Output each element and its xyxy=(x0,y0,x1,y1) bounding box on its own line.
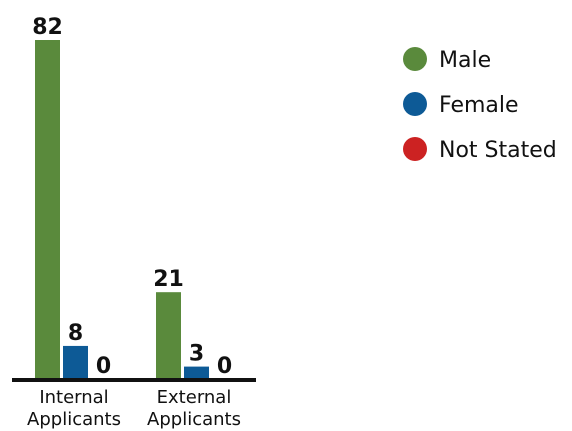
value-label-not-stated-internal-applicants: 0 xyxy=(96,354,111,379)
bar-female-external-applicants xyxy=(184,366,209,379)
value-label-female-external-applicants: 3 xyxy=(189,342,204,367)
tick-label-external-applicants: External Applicants xyxy=(147,387,241,430)
tick-label-line-0: Internal xyxy=(39,387,108,408)
legend-label-female: Female xyxy=(439,93,519,118)
value-label-female-internal-applicants: 8 xyxy=(68,321,83,346)
value-label-male-internal-applicants: 82 xyxy=(32,15,63,40)
legend-marker-not-stated xyxy=(403,137,427,161)
tick-label-line-1: Applicants xyxy=(147,409,241,430)
legend: Male Female Not Stated xyxy=(403,47,557,163)
legend-label-male: Male xyxy=(439,48,491,73)
bars-layer xyxy=(35,40,209,379)
value-label-not-stated-external-applicants: 0 xyxy=(217,354,232,379)
bar-male-internal-applicants xyxy=(35,40,60,379)
tick-label-internal-applicants: Internal Applicants xyxy=(27,387,121,430)
bar-male-external-applicants xyxy=(156,292,181,379)
legend-marker-male xyxy=(403,47,427,71)
legend-label-not-stated: Not Stated xyxy=(439,138,557,163)
tick-label-line-1: Applicants xyxy=(27,409,121,430)
legend-marker-female xyxy=(403,92,427,116)
value-label-male-external-applicants: 21 xyxy=(153,267,184,292)
bar-female-internal-applicants xyxy=(63,345,88,379)
tick-label-line-0: External xyxy=(157,387,232,408)
